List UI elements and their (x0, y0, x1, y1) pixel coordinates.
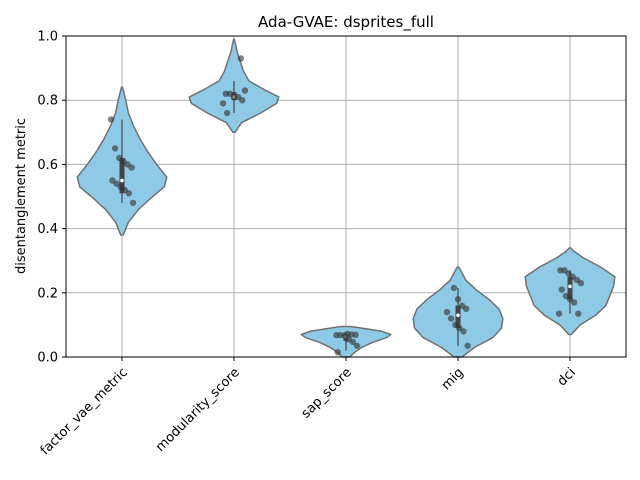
y-tick-label: 0.2 (37, 286, 58, 301)
data-point (575, 310, 582, 317)
violin-median (568, 284, 572, 289)
data-point (128, 164, 135, 171)
data-point (570, 299, 578, 306)
data-point (454, 296, 462, 303)
data-point (129, 199, 137, 207)
data-points (107, 55, 585, 356)
data-point (341, 332, 348, 339)
chart-title: Ada-GVAE: dsprites_full (258, 13, 434, 32)
data-point (443, 308, 451, 316)
data-point (558, 286, 565, 293)
data-point (237, 55, 245, 62)
data-point (555, 310, 563, 317)
y-axis-label: disentanglement metric (14, 118, 29, 274)
data-point (111, 145, 119, 152)
data-point (447, 315, 455, 322)
data-point (450, 284, 458, 292)
y-tick-label: 0.8 (37, 94, 58, 109)
data-point (125, 190, 133, 197)
data-point (353, 342, 361, 349)
data-point (241, 87, 249, 94)
violin-box (119, 157, 125, 194)
data-point (349, 338, 357, 346)
data-point (464, 342, 471, 349)
violins (76, 38, 616, 358)
data-point (352, 331, 359, 339)
data-point (219, 100, 227, 107)
data-point (577, 279, 585, 287)
y-tick-label: 0.0 (37, 351, 58, 366)
data-point (463, 305, 470, 313)
violin-median (456, 313, 460, 318)
y-tick-label: 1.0 (37, 30, 58, 45)
violin-median (120, 178, 124, 183)
data-point (223, 109, 231, 117)
data-point (107, 116, 115, 123)
data-point (460, 328, 467, 335)
data-point (239, 97, 246, 104)
data-point (334, 348, 341, 356)
y-tick-label: 0.4 (37, 222, 58, 237)
y-tick-label: 0.6 (37, 158, 58, 173)
